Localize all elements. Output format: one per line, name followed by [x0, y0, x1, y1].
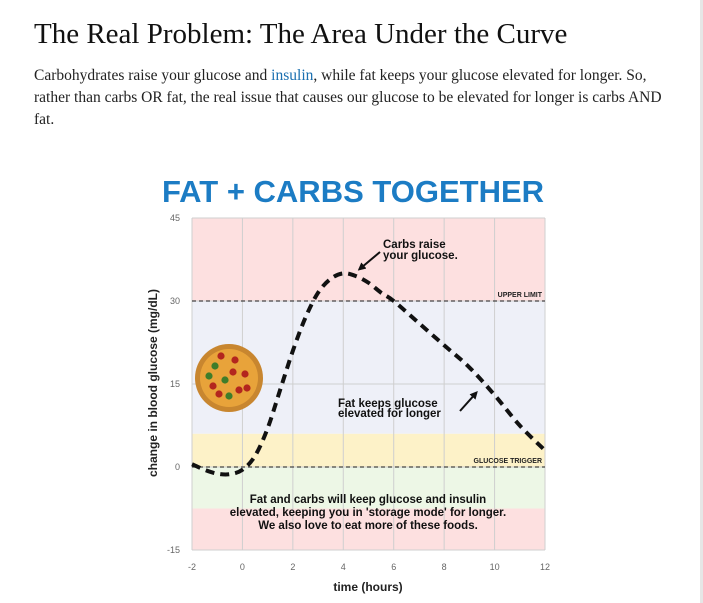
pizza-image — [195, 344, 263, 412]
annotation-1-line-0: Fat keeps glucose — [338, 398, 438, 410]
annotation-arrow-1 — [459, 391, 478, 412]
band-0 — [192, 218, 545, 301]
x-tick-labels: -2 0 2 4 6 8 10 12 — [188, 562, 550, 572]
band-4 — [192, 508, 545, 550]
pizza-topping — [225, 392, 233, 400]
pizza-topping — [243, 384, 251, 392]
x-tick-label: 8 — [442, 562, 447, 572]
pizza-topping — [221, 376, 229, 384]
y-tick-label: -15 — [167, 545, 180, 555]
annotation-0-line-0: Carbs raise — [383, 239, 446, 251]
page-right-border — [700, 0, 703, 603]
y-tick-label: 30 — [170, 296, 180, 306]
reference-lines: UPPER LIMIT GLUCOSE TRIGGER — [192, 292, 545, 468]
annotation-2-line-0: Fat and carbs will keep glucose and insu… — [250, 494, 486, 506]
annotation-arrow-0 — [357, 251, 381, 271]
x-tick-label: 6 — [391, 562, 396, 572]
series-lines — [191, 271, 547, 477]
pizza-topping — [229, 368, 237, 376]
reference-label-1: GLUCOSE TRIGGER — [474, 458, 542, 465]
pizza-topping — [215, 390, 223, 398]
annotation-1-line-1: elevated for longer — [338, 408, 441, 420]
y-tick-label: 0 — [175, 462, 180, 472]
paragraph-text-end: , while fat keeps your glucose elevated … — [34, 67, 662, 128]
x-tick-label: 4 — [341, 562, 346, 572]
pizza-topping — [205, 372, 213, 380]
annotation-2-line-1: elevated, keeping you in 'storage mode' … — [230, 507, 506, 519]
article-title: The Real Problem: The Area Under the Cur… — [34, 18, 568, 50]
series-line-0 — [191, 271, 547, 477]
pizza-topping — [241, 370, 249, 378]
y-tick-label: 15 — [170, 379, 180, 389]
pizza-topping — [231, 356, 239, 364]
reference-label-0: UPPER LIMIT — [498, 292, 543, 299]
insulin-link[interactable]: insulin — [271, 67, 314, 84]
annotation-0-line-1: your glucose. — [383, 250, 458, 262]
y-axis-label: change in blood glucose (mg/dL) — [146, 289, 160, 477]
pizza-topping — [211, 362, 219, 370]
pizza-topping — [209, 382, 217, 390]
paragraph-text-start: Carbohydrates raise your glucose and — [34, 67, 272, 84]
x-tick-label: 0 — [240, 562, 245, 572]
x-tick-label: 2 — [290, 562, 295, 572]
band-3 — [192, 467, 545, 509]
pizza-topping — [217, 352, 225, 360]
chart-title: FAT + CARBS TOGETHER — [162, 174, 544, 209]
y-tick-labels: 45 30 15 0 -15 — [167, 213, 180, 555]
x-tick-label: -2 — [188, 562, 196, 572]
article-paragraph: Carbohydrates raise your glucose and ins… — [34, 65, 674, 131]
background-bands — [192, 218, 545, 550]
x-tick-label: 10 — [490, 562, 500, 572]
annotation-2-line-2: We also love to eat more of these foods. — [258, 520, 478, 532]
pizza-topping — [235, 386, 243, 394]
x-tick-label: 12 — [540, 562, 550, 572]
y-tick-label: 45 — [170, 213, 180, 223]
x-axis-label: time (hours) — [333, 580, 402, 594]
